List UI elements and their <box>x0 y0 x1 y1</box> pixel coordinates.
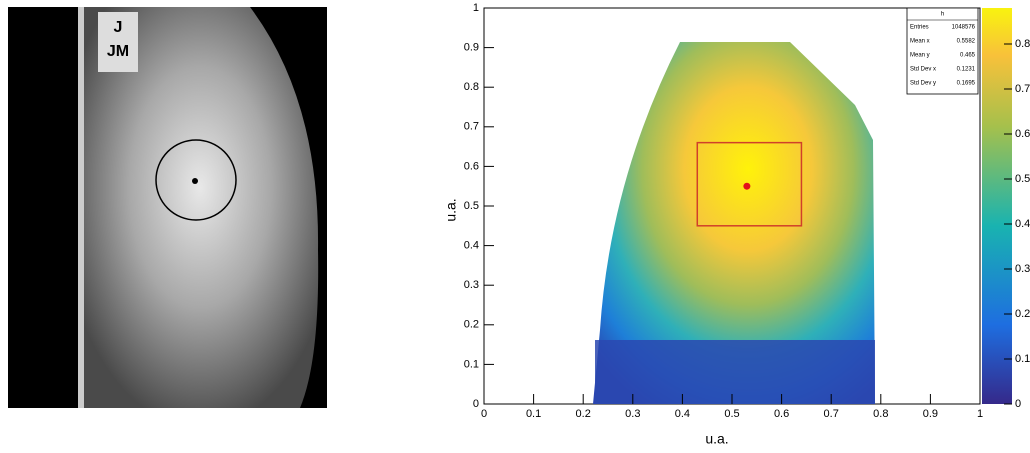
stats-label: Mean x <box>910 39 930 45</box>
x-tick-label: 0 <box>481 408 487 420</box>
stats-value: 0.1231 <box>957 67 976 73</box>
y-tick-label: 0.1 <box>464 358 479 370</box>
stats-label: Std Dev y <box>910 81 936 87</box>
x-axis-label: u.a. <box>705 431 728 447</box>
y-tick-label: 0 <box>473 398 479 410</box>
y-tick-label: 0.3 <box>464 279 479 291</box>
heatmap-region <box>593 42 875 404</box>
edge-strip <box>78 7 84 408</box>
x-tick-label: 0.7 <box>824 408 839 420</box>
y-tick-label: 0.7 <box>464 121 479 133</box>
image-label: JM <box>107 43 129 60</box>
stats-box <box>906 7 979 95</box>
y-tick-label: 0.8 <box>464 81 479 93</box>
colorbar-tick-label: 0.4 <box>1015 218 1030 230</box>
roi-center <box>192 178 198 184</box>
marker-box <box>98 12 138 72</box>
x-tick-label: 0.1 <box>526 408 541 420</box>
y-tick-label: 0.6 <box>464 160 479 172</box>
y-tick-label: 0.2 <box>464 319 479 331</box>
x-tick-label: 0.6 <box>774 408 789 420</box>
y-tick-label: 1 <box>473 2 479 14</box>
y-tick-label: 0.4 <box>464 240 479 252</box>
colorbar-tick-label: 0.6 <box>1015 128 1030 140</box>
heatmap-base <box>595 340 875 404</box>
colorbar-tick-label: 0.7 <box>1015 83 1030 95</box>
colorbar-tick-label: 0.1 <box>1015 353 1030 365</box>
x-tick-label: 0.4 <box>675 408 690 420</box>
roi-rect <box>696 141 803 227</box>
stats-label: Entries <box>910 25 929 31</box>
colorbar-tick-label: 0.3 <box>1015 263 1030 275</box>
stats-value: 1048576 <box>952 25 976 31</box>
x-tick-label: 0.9 <box>923 408 938 420</box>
stats-value: 0.5582 <box>957 39 976 45</box>
centroid-point <box>743 182 751 190</box>
x-tick-label: 0.2 <box>576 408 591 420</box>
stats-title: h <box>941 12 944 18</box>
roi-circle <box>155 139 237 221</box>
x-tick-label: 0.5 <box>724 408 739 420</box>
x-tick-label: 1 <box>977 408 983 420</box>
stats-label: Mean y <box>910 53 930 59</box>
y-tick-label: 0.9 <box>464 42 479 54</box>
colorbar-tick-label: 0 <box>1015 398 1021 410</box>
stats-value: 0.465 <box>960 53 976 59</box>
breast-tissue <box>82 7 319 408</box>
x-tick-label: 0.8 <box>873 408 888 420</box>
y-tick-label: 0.5 <box>464 200 479 212</box>
colorbar-tick-label: 0.2 <box>1015 308 1030 320</box>
x-tick-label: 0.3 <box>625 408 640 420</box>
y-axis-label: u.a. <box>443 198 459 221</box>
stats-label: Std Dev x <box>910 67 936 73</box>
image-label: J <box>114 19 123 36</box>
colorbar-tick-label: 0.5 <box>1015 173 1030 185</box>
colorbar <box>982 8 1012 404</box>
colorbar-tick-label: 0.8 <box>1015 38 1030 50</box>
stats-value: 0.1695 <box>957 81 976 87</box>
